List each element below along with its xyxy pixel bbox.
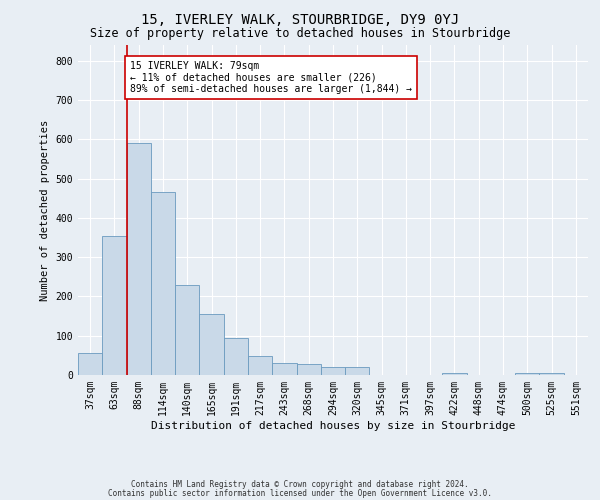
Bar — [272, 363, 296, 375]
Bar — [102, 236, 127, 375]
Bar — [151, 192, 175, 375]
X-axis label: Distribution of detached houses by size in Stourbridge: Distribution of detached houses by size … — [151, 420, 515, 430]
Text: Contains HM Land Registry data © Crown copyright and database right 2024.: Contains HM Land Registry data © Crown c… — [131, 480, 469, 489]
Bar — [199, 314, 224, 375]
Text: Size of property relative to detached houses in Stourbridge: Size of property relative to detached ho… — [90, 28, 510, 40]
Bar — [539, 373, 564, 375]
Text: Contains public sector information licensed under the Open Government Licence v3: Contains public sector information licen… — [108, 489, 492, 498]
Bar — [127, 143, 151, 375]
Y-axis label: Number of detached properties: Number of detached properties — [40, 120, 50, 300]
Bar — [224, 338, 248, 375]
Bar — [345, 367, 370, 375]
Bar — [175, 284, 199, 375]
Bar — [515, 373, 539, 375]
Bar — [296, 364, 321, 375]
Text: 15, IVERLEY WALK, STOURBRIDGE, DY9 0YJ: 15, IVERLEY WALK, STOURBRIDGE, DY9 0YJ — [141, 12, 459, 26]
Bar — [321, 367, 345, 375]
Text: 15 IVERLEY WALK: 79sqm
← 11% of detached houses are smaller (226)
89% of semi-de: 15 IVERLEY WALK: 79sqm ← 11% of detached… — [130, 60, 412, 94]
Bar — [248, 356, 272, 375]
Bar — [442, 373, 467, 375]
Bar — [78, 354, 102, 375]
